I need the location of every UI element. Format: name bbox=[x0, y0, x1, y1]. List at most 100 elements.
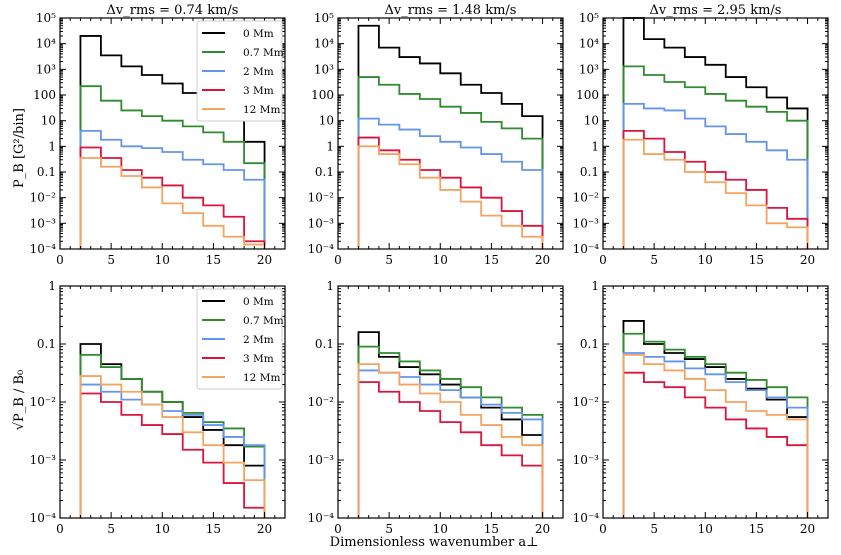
chart-panel-2: 0 5 10 15 20 10⁻⁴ 10⁻³ 10⁻² 0.1 1 10 100 10³ 10⁴ 10⁵ Δv… bbox=[573, 3, 829, 267]
series-line-0-Mm bbox=[622, 320, 809, 518]
y-tick-label: 10⁴ bbox=[314, 37, 334, 51]
plot-frame bbox=[602, 17, 829, 250]
legend: 0 Mm 0.7 Mm 2 Mm 3 Mm 12 Mm bbox=[196, 288, 284, 390]
x-tick-label: 15 bbox=[206, 253, 221, 267]
y-tick-label: 10⁻³ bbox=[573, 216, 600, 230]
legend-label: 0.7 Mm bbox=[243, 47, 284, 59]
legend-label: 3 Mm bbox=[243, 353, 274, 365]
x-tick-label: 10 bbox=[155, 253, 170, 267]
y-tick-label: 10 bbox=[319, 114, 334, 128]
series-line-12-Mm bbox=[622, 353, 809, 518]
series-line-12-Mm bbox=[622, 138, 809, 249]
series-line-2-Mm bbox=[357, 117, 544, 249]
series-line-0-Mm bbox=[622, 17, 809, 249]
series-line-2-Mm bbox=[79, 383, 266, 518]
legend-label: 3 Mm bbox=[243, 85, 274, 97]
y-tick-label: 10⁻⁴ bbox=[30, 511, 57, 525]
x-tick-label: 15 bbox=[484, 253, 499, 267]
y-tick-label: 10⁻³ bbox=[30, 453, 57, 467]
y-tick-label: 1 bbox=[48, 139, 56, 153]
x-tick-label: 10 bbox=[433, 253, 448, 267]
panel-title: Δv_rms = 1.48 km/s bbox=[385, 3, 517, 18]
y-tick-label: 10⁻³ bbox=[30, 216, 57, 230]
legend-label: 0 Mm bbox=[243, 296, 274, 308]
chart-panel-3: 0 5 10 15 20 10⁻⁴ 10⁻³ 10⁻² 0.1 1 0 Mm 0.7 Mm 2 Mm 3 … bbox=[30, 279, 286, 536]
x-tick-label: 10 bbox=[698, 522, 713, 536]
series-line-0-7-Mm bbox=[622, 65, 809, 249]
x-tick-label: 10 bbox=[155, 522, 170, 536]
x-tick-label: 15 bbox=[484, 522, 499, 536]
y-tick-label: 10⁴ bbox=[36, 37, 56, 51]
y-tick-label: 10⁴ bbox=[579, 37, 599, 51]
x-tick-label: 20 bbox=[535, 522, 550, 536]
x-tick-label: 20 bbox=[535, 253, 550, 267]
y-tick-label: 10⁻² bbox=[573, 191, 600, 205]
y-tick-label: 10³ bbox=[579, 62, 599, 76]
y-axis-title-bottom: √P_B / B₀ bbox=[12, 370, 27, 431]
y-tick-label: 10⁻³ bbox=[308, 453, 335, 467]
x-tick-label: 15 bbox=[749, 253, 764, 267]
y-tick-label: 100 bbox=[33, 88, 56, 102]
x-tick-label: 0 bbox=[599, 522, 607, 536]
series-line-3-Mm bbox=[79, 146, 266, 249]
y-tick-label: 10⁻² bbox=[30, 191, 57, 205]
x-tick-label: 20 bbox=[257, 253, 272, 267]
legend-label: 0.7 Mm bbox=[243, 315, 284, 327]
y-tick-label: 10⁻⁴ bbox=[573, 511, 600, 525]
y-tick-label: 10³ bbox=[36, 62, 56, 76]
y-tick-label: 10⁻² bbox=[308, 395, 335, 409]
y-tick-label: 100 bbox=[311, 88, 334, 102]
legend-label: 12 Mm bbox=[243, 104, 280, 116]
series-line-0-7-Mm bbox=[357, 76, 544, 249]
y-tick-label: 10³ bbox=[314, 62, 334, 76]
series-line-2-Mm bbox=[622, 103, 809, 249]
series-line-12-Mm bbox=[357, 363, 544, 518]
series-line-0-Mm bbox=[357, 331, 544, 518]
x-tick-label: 5 bbox=[385, 253, 393, 267]
legend-box bbox=[196, 288, 283, 390]
series-line-0-7-Mm bbox=[79, 85, 266, 249]
panel-title: Δv_rms = 0.74 km/s bbox=[107, 3, 239, 18]
x-tick-label: 5 bbox=[650, 253, 658, 267]
x-tick-label: 0 bbox=[599, 253, 607, 267]
y-tick-label: 10⁵ bbox=[36, 11, 56, 25]
series-line-12-Mm bbox=[79, 157, 266, 249]
x-tick-label: 15 bbox=[206, 522, 221, 536]
y-tick-label: 10⁵ bbox=[314, 11, 334, 25]
y-tick-label: 0.1 bbox=[580, 165, 599, 179]
series-line-12-Mm bbox=[357, 145, 544, 249]
series-line-3-Mm bbox=[357, 136, 544, 249]
y-tick-label: 10⁻³ bbox=[573, 453, 600, 467]
series-line-2-Mm bbox=[622, 352, 809, 518]
series-line-2-Mm bbox=[79, 129, 266, 249]
x-tick-label: 5 bbox=[107, 522, 115, 536]
x-axis-title: Dimensionless wavenumber a⊥ bbox=[330, 535, 539, 550]
x-tick-label: 5 bbox=[650, 522, 658, 536]
y-tick-label: 1 bbox=[326, 139, 334, 153]
panel-title: Δv_rms = 2.95 km/s bbox=[650, 3, 782, 18]
x-tick-label: 10 bbox=[698, 253, 713, 267]
x-tick-label: 15 bbox=[749, 522, 764, 536]
y-tick-label: 0.1 bbox=[37, 337, 56, 351]
y-tick-label: 10⁻² bbox=[573, 395, 600, 409]
series-line-0-Mm bbox=[357, 24, 544, 249]
y-tick-label: 10⁻⁴ bbox=[573, 242, 600, 256]
x-tick-label: 0 bbox=[334, 253, 342, 267]
y-tick-label: 10⁻² bbox=[30, 395, 57, 409]
x-tick-label: 20 bbox=[257, 522, 272, 536]
legend-label: 12 Mm bbox=[243, 372, 280, 384]
series-line-3-Mm bbox=[622, 129, 809, 249]
y-tick-label: 0.1 bbox=[315, 165, 334, 179]
plot-frame bbox=[337, 17, 564, 250]
y-tick-label: 10⁻⁴ bbox=[30, 242, 57, 256]
legend-label: 2 Mm bbox=[243, 334, 274, 346]
y-tick-label: 10⁻⁴ bbox=[308, 242, 335, 256]
y-tick-label: 1 bbox=[326, 279, 334, 293]
y-tick-label: 1 bbox=[591, 139, 599, 153]
x-tick-label: 0 bbox=[56, 522, 64, 536]
legend-label: 0 Mm bbox=[243, 28, 274, 40]
series-line-3-Mm bbox=[622, 371, 809, 518]
y-tick-label: 1 bbox=[48, 279, 56, 293]
